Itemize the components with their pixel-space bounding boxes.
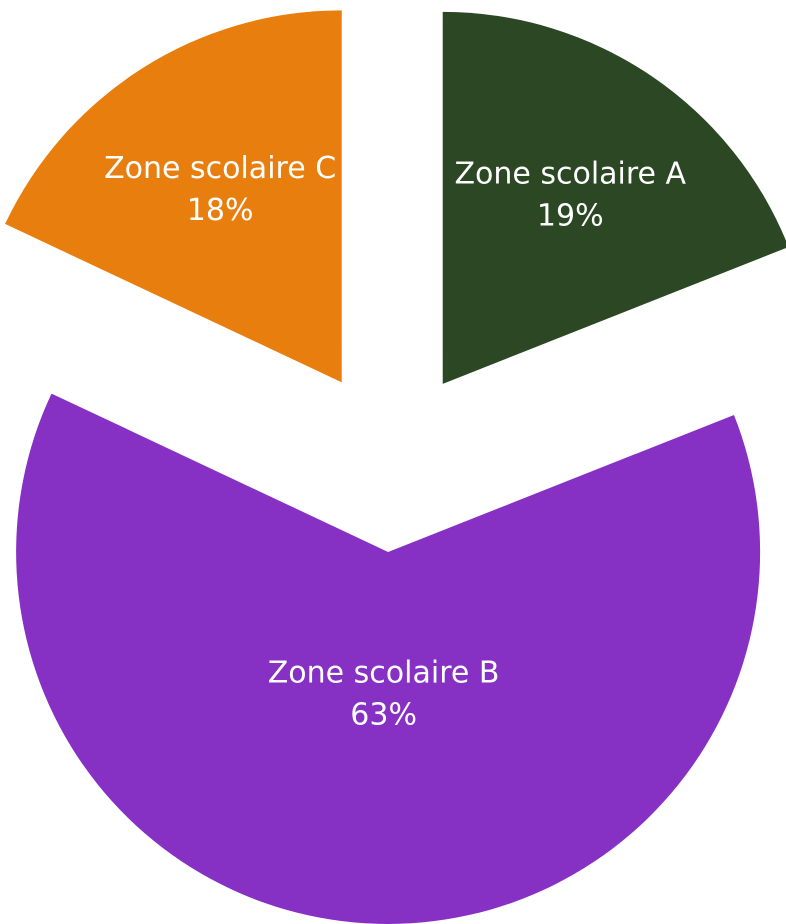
slice-label: Zone scolaire C [104,151,336,186]
slice-value-label: 19% [537,199,604,234]
pie-slice [16,393,761,924]
slice-label: Zone scolaire B [268,656,500,691]
slice-label: Zone scolaire A [454,157,686,192]
slice-value-label: 18% [187,193,254,228]
pie-slice [442,11,786,384]
slice-value-label: 63% [350,698,417,733]
pie-slice [5,10,342,383]
